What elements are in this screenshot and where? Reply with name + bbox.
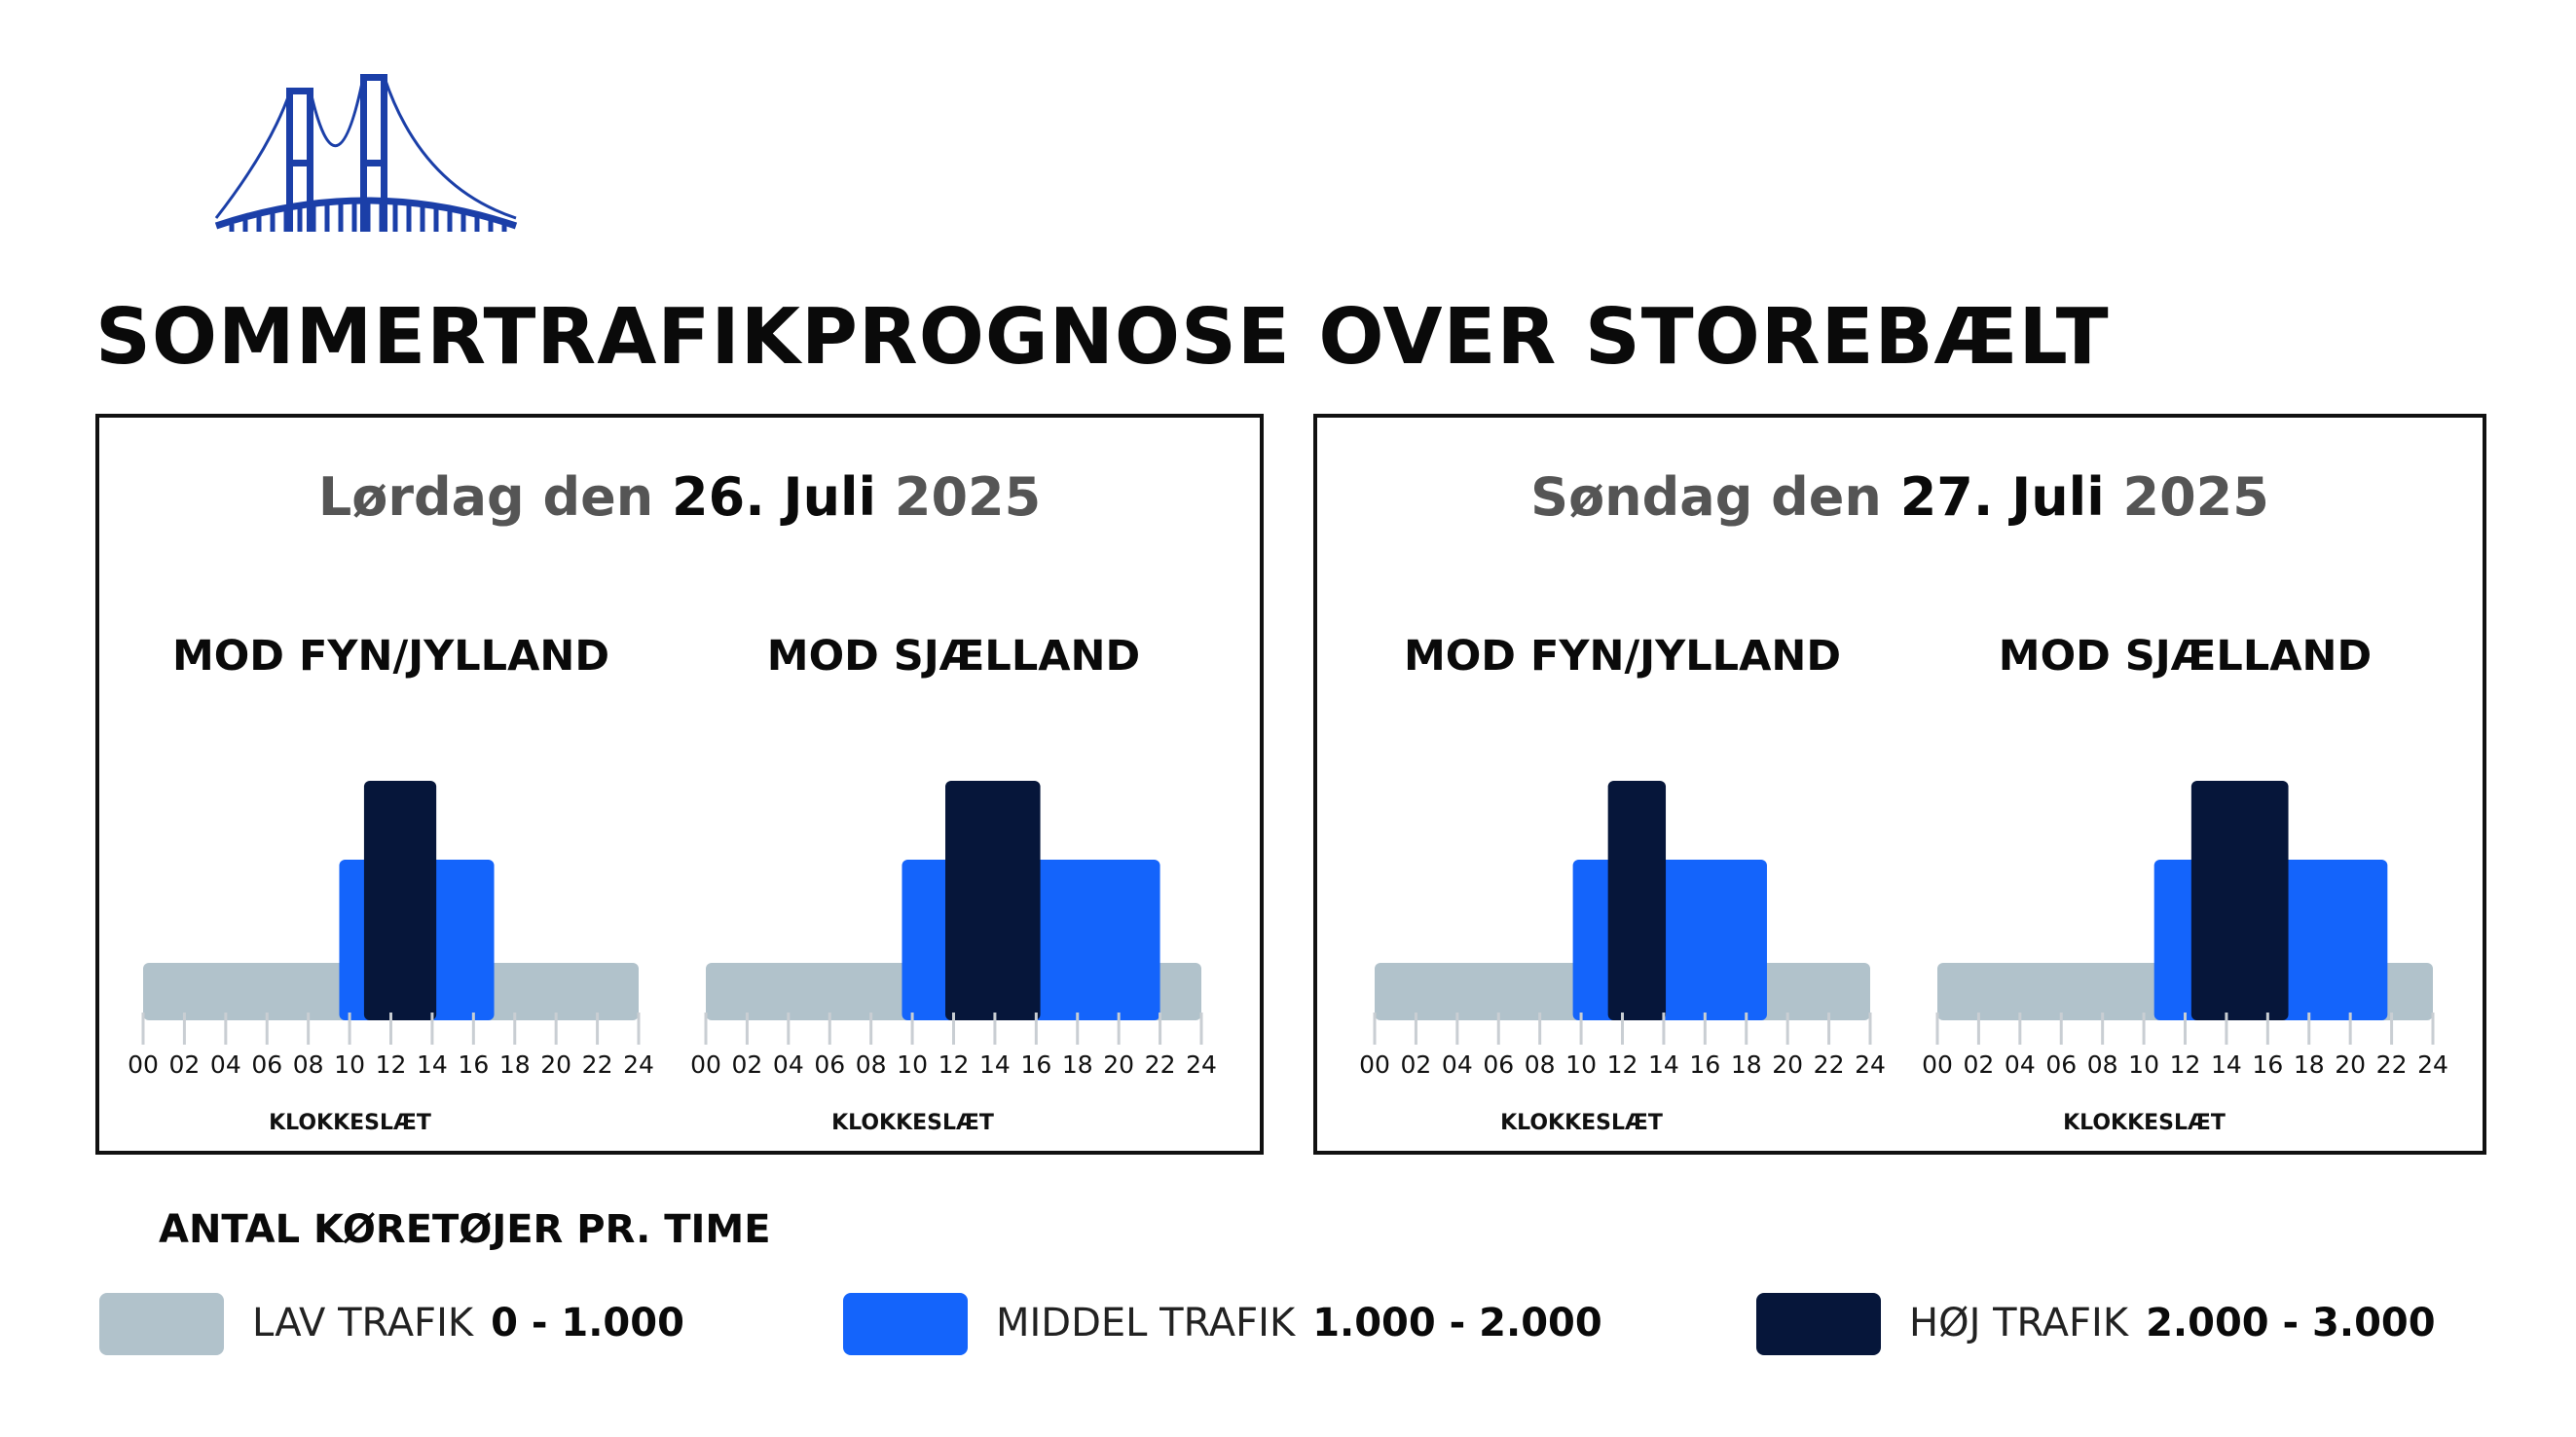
x-tick-label: 00	[690, 1050, 721, 1079]
legend-label-text: HØJ TRAFIK	[1909, 1301, 2129, 1345]
x-tick-label: 24	[1186, 1050, 1217, 1079]
day-heading: Søndag den 27. Juli 2025	[1317, 466, 2483, 528]
x-tick-label: 02	[1964, 1050, 1995, 1079]
day-heading: Lørdag den 26. Juli 2025	[99, 466, 1260, 528]
legend-swatch	[1756, 1293, 1881, 1355]
chart-title: MOD SJÆLLAND	[766, 632, 1141, 681]
x-tick-label: 06	[814, 1050, 845, 1079]
legend-label-text: LAV TRAFIK	[252, 1301, 474, 1345]
x-tick-label: 10	[1565, 1050, 1597, 1079]
x-tick-label: 12	[1607, 1050, 1638, 1079]
legend-label: LAV TRAFIK 0 - 1.000	[252, 1301, 684, 1345]
x-tick-label: 12	[376, 1050, 407, 1079]
x-tick-label: 04	[773, 1050, 804, 1079]
bar-high	[2190, 781, 2289, 1020]
x-tick-label: 14	[1648, 1050, 1679, 1079]
x-tick-label: 02	[169, 1050, 201, 1079]
x-tick-label: 10	[334, 1050, 365, 1079]
day-heading-year: 2025	[894, 466, 1042, 528]
x-tick-label: 00	[128, 1050, 159, 1079]
legend-label: MIDDEL TRAFIK 1.000 - 2.000	[996, 1301, 1602, 1345]
x-tick-label: 14	[2211, 1050, 2242, 1079]
x-tick-label: 00	[1359, 1050, 1390, 1079]
x-tick-label: 24	[1855, 1050, 1886, 1079]
x-tick-label: 04	[2005, 1050, 2036, 1079]
x-tick-label: 24	[2417, 1050, 2448, 1079]
bridge-logo-icon	[214, 74, 518, 232]
legend-swatch	[843, 1293, 968, 1355]
x-tick-label: 16	[1020, 1050, 1051, 1079]
bar-high	[945, 781, 1041, 1020]
legend-range: 2.000 - 3.000	[2146, 1301, 2436, 1345]
bar-high	[1607, 781, 1667, 1020]
chart-svg: 00 02 04 06 08 10 12 14 16 18 20 22 24 KLOKKESLÆT	[1922, 781, 2448, 1135]
legend-heading: ANTAL KØRETØJER PR. TIME	[159, 1207, 771, 1252]
page-title: SOMMERTRAFIKPROGNOSE OVER STOREBÆLT	[95, 292, 2110, 382]
x-tick-label: 10	[897, 1050, 928, 1079]
chart-svg: 00 02 04 06 08 10 12 14 16 18 20 22 24 KLOKKESLÆT	[128, 781, 654, 1135]
x-tick-label: 04	[1442, 1050, 1473, 1079]
x-tick-label: 20	[540, 1050, 571, 1079]
x-tick-label: 08	[293, 1050, 324, 1079]
x-tick-label: 16	[1689, 1050, 1720, 1079]
x-axis-title: KLOKKESLÆT	[1500, 1111, 1663, 1135]
x-tick-label: 18	[499, 1050, 531, 1079]
x-tick-label: 12	[2170, 1050, 2201, 1079]
day-heading-prefix: Lørdag den	[317, 466, 654, 528]
day-panel-saturday: Lørdag den 26. Juli 2025 MOD FYN/JYLLAND…	[95, 414, 1264, 1155]
chart-svg: 00 02 04 06 08 10 12 14 16 18 20 22 24 KLOKKESLÆT	[1359, 781, 1886, 1135]
chart-title: MOD FYN/JYLLAND	[171, 632, 610, 681]
x-tick-label: 08	[1525, 1050, 1556, 1079]
day-heading-prefix: Søndag den	[1530, 466, 1882, 528]
x-tick-label: 22	[2376, 1050, 2408, 1079]
chart-svg: 00 02 04 06 08 10 12 14 16 18 20 22 24 KLOKKESLÆT	[690, 781, 1217, 1135]
x-tick-label: 02	[732, 1050, 763, 1079]
x-tick-label: 02	[1401, 1050, 1432, 1079]
legend-range: 0 - 1.000	[491, 1301, 684, 1345]
x-tick-label: 22	[1814, 1050, 1845, 1079]
x-axis-title: KLOKKESLÆT	[831, 1111, 994, 1135]
day-heading-date: 27. Juli	[1899, 466, 2105, 528]
x-tick-label: 18	[2294, 1050, 2325, 1079]
x-axis-title: KLOKKESLÆT	[269, 1111, 431, 1135]
x-tick-label: 20	[1772, 1050, 1803, 1079]
x-tick-label: 16	[2252, 1050, 2283, 1079]
x-tick-label: 16	[458, 1050, 489, 1079]
x-tick-label: 06	[1483, 1050, 1514, 1079]
chart-title: MOD SJÆLLAND	[1998, 632, 2373, 681]
x-tick-label: 14	[417, 1050, 448, 1079]
x-tick-label: 12	[938, 1050, 970, 1079]
legend-range: 1.000 - 2.000	[1312, 1301, 1602, 1345]
x-tick-label: 14	[979, 1050, 1011, 1079]
bar-high	[363, 781, 437, 1020]
x-tick-label: 10	[2128, 1050, 2159, 1079]
x-tick-label: 24	[623, 1050, 654, 1079]
x-tick-label: 20	[1103, 1050, 1134, 1079]
x-tick-label: 22	[582, 1050, 613, 1079]
bar-medium	[1572, 860, 1767, 1020]
x-tick-label: 18	[1062, 1050, 1093, 1079]
x-tick-label: 00	[1922, 1050, 1953, 1079]
x-tick-label: 08	[2087, 1050, 2118, 1079]
day-heading-date: 26. Juli	[672, 466, 877, 528]
legend-label-text: MIDDEL TRAFIK	[996, 1301, 1296, 1345]
x-tick-label: 08	[856, 1050, 887, 1079]
legend-swatch	[99, 1293, 224, 1355]
x-tick-label: 18	[1731, 1050, 1762, 1079]
x-tick-label: 06	[251, 1050, 282, 1079]
x-tick-label: 04	[210, 1050, 241, 1079]
day-heading-year: 2025	[2122, 466, 2269, 528]
x-tick-label: 22	[1145, 1050, 1176, 1079]
x-axis-title: KLOKKESLÆT	[2063, 1111, 2226, 1135]
chart-title: MOD FYN/JYLLAND	[1403, 632, 1842, 681]
x-tick-label: 20	[2335, 1050, 2366, 1079]
legend-label: HØJ TRAFIK 2.000 - 3.000	[1909, 1301, 2436, 1345]
x-tick-label: 06	[2045, 1050, 2077, 1079]
day-panel-sunday: Søndag den 27. Juli 2025 MOD FYN/JYLLAND…	[1313, 414, 2486, 1155]
